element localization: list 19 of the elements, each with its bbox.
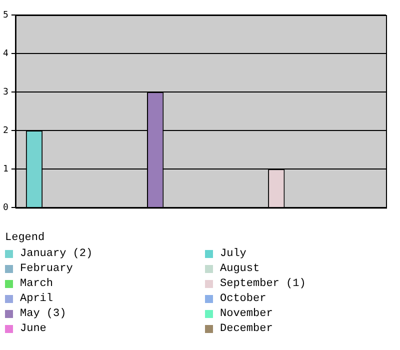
legend-title: Legend [5, 232, 46, 244]
legend-label: June [20, 322, 46, 334]
legend-label: May (3) [20, 308, 66, 320]
legend-label: October [220, 292, 266, 304]
legend-label: July [220, 248, 246, 260]
legend-label: August [220, 262, 260, 274]
legend-label: February [20, 262, 73, 274]
y-tick-label: 3 [2, 87, 8, 98]
y-tick-label: 1 [2, 164, 8, 174]
legend-label: March [20, 278, 54, 290]
legend-label: September (1) [220, 278, 306, 290]
legend-label: January (2) [20, 248, 93, 260]
y-tick-label: 5 [2, 10, 8, 20]
legend-label: April [20, 292, 54, 304]
y-tick-label: 0 [2, 202, 8, 213]
legend-label: December [220, 322, 273, 334]
y-tick-label: 2 [2, 126, 8, 136]
y-tick-label: 4 [2, 48, 8, 59]
legend-label: November [220, 308, 273, 320]
